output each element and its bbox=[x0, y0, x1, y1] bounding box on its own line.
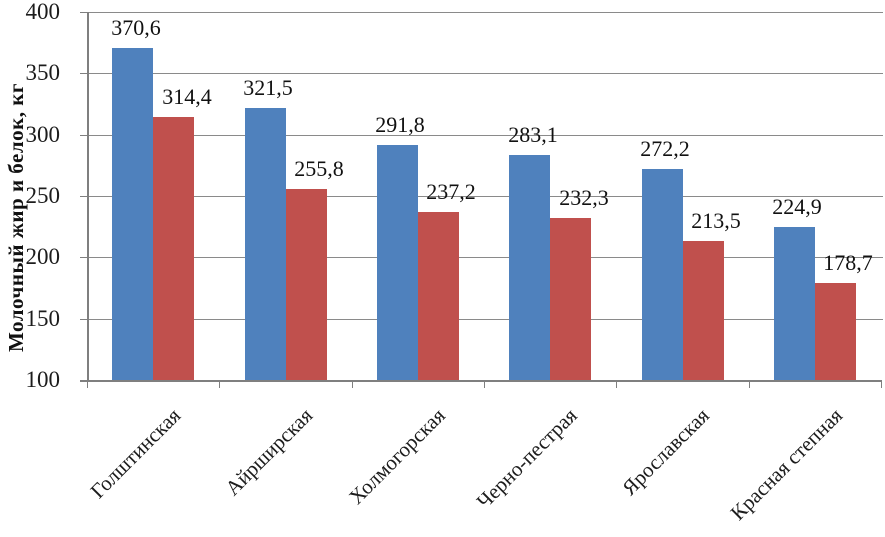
x-category-label-2: Айрширская bbox=[220, 403, 318, 501]
x-category-label-1: Голштинская bbox=[85, 403, 186, 504]
grid-line-y-400 bbox=[87, 12, 883, 13]
bar-value-label-blue-series-6: 224,9 bbox=[772, 194, 822, 219]
bar-value-label-red-series-3: 237,2 bbox=[426, 179, 476, 204]
bar-value-label-blue-series-4: 283,1 bbox=[508, 122, 558, 147]
grid-line-y-150 bbox=[87, 319, 883, 320]
y-tick-label-150: 150 bbox=[25, 306, 61, 331]
bar-blue-series-5 bbox=[642, 169, 683, 380]
x-tick-mark-2 bbox=[352, 380, 353, 388]
x-tick-mark-4 bbox=[616, 380, 617, 388]
y-tick-mark-250 bbox=[80, 196, 87, 197]
y-tick-label-250: 250 bbox=[25, 183, 61, 208]
bar-value-label-red-series-5: 213,5 bbox=[691, 208, 741, 233]
y-tick-mark-150 bbox=[80, 319, 87, 320]
x-tick-mark-3 bbox=[484, 380, 485, 388]
bar-blue-series-3 bbox=[377, 145, 418, 380]
y-tick-label-300: 300 bbox=[25, 122, 61, 147]
y-tick-label-400: 400 bbox=[25, 0, 61, 24]
bar-blue-series-4 bbox=[509, 155, 550, 380]
x-tick-mark-6 bbox=[881, 380, 882, 388]
y-tick-label-200: 200 bbox=[25, 244, 61, 269]
bar-red-series-2 bbox=[286, 189, 327, 380]
grid-line-y-300 bbox=[87, 135, 883, 136]
x-tick-mark-0 bbox=[87, 380, 88, 388]
bar-red-series-4 bbox=[550, 218, 591, 380]
y-tick-mark-350 bbox=[80, 73, 87, 74]
x-category-label-3: Холмогорская bbox=[344, 403, 451, 510]
y-tick-mark-200 bbox=[80, 257, 87, 258]
x-tick-mark-5 bbox=[749, 380, 750, 388]
x-category-label-4: Черно-пестрая bbox=[472, 403, 583, 514]
bar-blue-series-6 bbox=[774, 227, 815, 380]
grid-line-y-250 bbox=[87, 196, 883, 197]
y-tick-mark-300 bbox=[80, 135, 87, 136]
bar-value-label-red-series-2: 255,8 bbox=[294, 156, 344, 181]
bar-red-series-6 bbox=[815, 283, 856, 380]
grid-line-y-200 bbox=[87, 257, 883, 258]
bar-value-label-red-series-6: 178,7 bbox=[823, 250, 873, 275]
x-tick-mark-1 bbox=[219, 380, 220, 388]
bar-red-series-3 bbox=[418, 212, 459, 380]
grid-line-y-350 bbox=[87, 73, 883, 74]
bar-blue-series-2 bbox=[245, 108, 286, 380]
bar-value-label-blue-series-5: 272,2 bbox=[640, 136, 690, 161]
y-tick-label-100: 100 bbox=[25, 367, 61, 392]
x-axis-line bbox=[80, 380, 881, 382]
bar-value-label-blue-series-3: 291,8 bbox=[375, 112, 425, 137]
bar-value-label-red-series-4: 232,3 bbox=[559, 185, 609, 210]
bar-red-series-5 bbox=[683, 241, 724, 380]
bar-blue-series-1 bbox=[112, 48, 153, 380]
x-category-label-5: Ярославская bbox=[617, 403, 715, 500]
y-tick-mark-400 bbox=[80, 12, 87, 13]
bar-value-label-blue-series-2: 321,5 bbox=[243, 75, 293, 100]
bar-value-label-red-series-1: 314,4 bbox=[162, 84, 212, 109]
y-tick-label-350: 350 bbox=[25, 60, 61, 85]
bar-value-label-blue-series-1: 370,6 bbox=[111, 15, 161, 40]
bar-red-series-1 bbox=[153, 117, 194, 380]
x-category-label-6: Красная степная bbox=[725, 403, 848, 525]
y-axis-line bbox=[87, 12, 89, 381]
